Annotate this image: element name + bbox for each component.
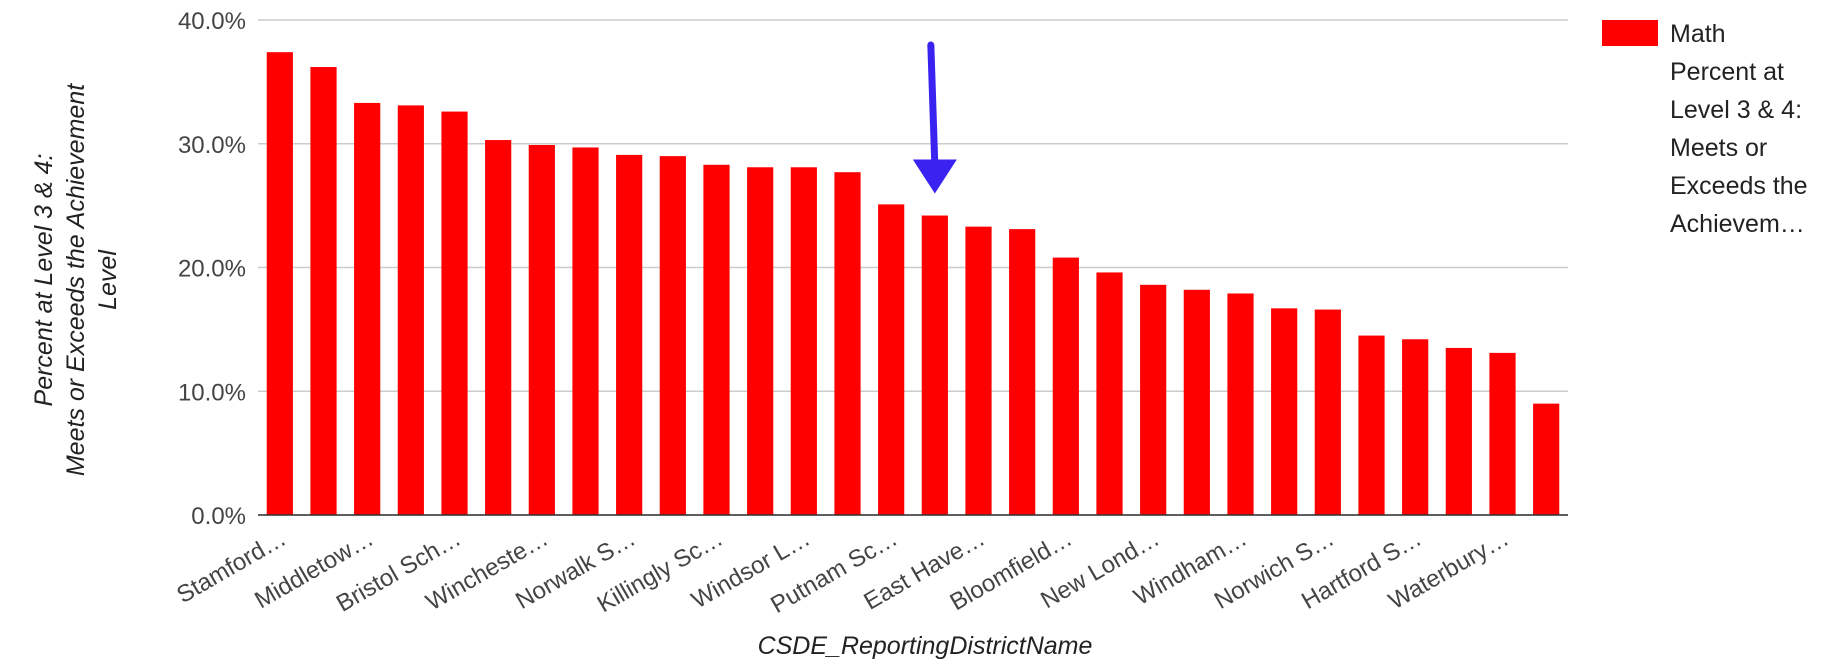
bar — [1096, 272, 1123, 515]
bar — [1489, 352, 1516, 515]
bar — [1445, 347, 1472, 515]
y-axis-title-line: Level — [94, 249, 122, 310]
bar — [572, 147, 599, 515]
x-axis-tick-labels: Stamford…Middletow…Bristol Sch…Wincheste… — [172, 525, 1513, 619]
bar — [1227, 293, 1254, 515]
legend-label-line: Level 3 & 4: — [1670, 96, 1802, 124]
legend-label-line: Achievem… — [1670, 210, 1805, 238]
bar — [441, 111, 468, 515]
bar — [1402, 339, 1429, 515]
bar — [1183, 289, 1210, 515]
bar — [921, 215, 948, 515]
y-axis-title: Percent at Level 3 & 4: Meets or Exceeds … — [30, 83, 122, 476]
legend-label-line: Exceeds the — [1670, 172, 1808, 200]
y-tick-label: 20.0% — [178, 256, 246, 283]
legend: Math Percent at Level 3 & 4: Meets or Exceed… — [1602, 20, 1808, 238]
bar — [1533, 403, 1560, 515]
legend-label-line: Percent at — [1670, 58, 1784, 86]
arrow-shaft — [927, 41, 939, 170]
bar — [878, 204, 905, 515]
bar — [703, 164, 730, 515]
bar — [965, 226, 992, 515]
legend-swatch — [1602, 20, 1658, 46]
bar — [1358, 335, 1385, 515]
bar — [1140, 284, 1167, 515]
y-tick-label: 40.0% — [178, 8, 246, 35]
bar — [310, 67, 337, 516]
bar — [659, 156, 686, 515]
y-tick-label: 10.0% — [178, 379, 246, 406]
y-axis-tick-labels: 0.0% 10.0% 20.0% 30.0% 40.0% — [178, 8, 246, 530]
bar — [1271, 308, 1298, 515]
annotation-arrow — [912, 41, 957, 194]
x-axis-title: CSDE_ReportingDistrictName — [758, 632, 1093, 660]
bars — [266, 52, 1560, 516]
bar — [790, 167, 817, 515]
bar — [485, 140, 512, 515]
bar — [528, 144, 555, 516]
bar — [1052, 257, 1079, 515]
y-tick-label: 30.0% — [178, 132, 246, 159]
bar — [1314, 309, 1341, 515]
bar — [747, 167, 774, 515]
legend-label-line: Meets or — [1670, 134, 1767, 162]
legend-label-line: Math — [1670, 20, 1726, 48]
arrow-head — [912, 159, 957, 194]
bar — [1009, 229, 1036, 515]
bar — [834, 172, 861, 515]
bar — [354, 102, 381, 515]
bar — [266, 52, 293, 516]
y-tick-label: 0.0% — [191, 503, 246, 530]
bar — [397, 105, 424, 515]
bar — [616, 154, 643, 515]
y-axis-title-line: Meets or Exceeds the Achievement — [62, 83, 90, 476]
y-axis-title-line: Percent at Level 3 & 4: — [30, 154, 58, 407]
